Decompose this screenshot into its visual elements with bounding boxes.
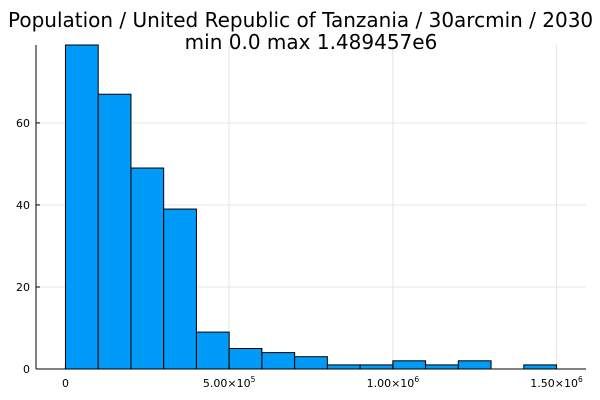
histogram-bar	[392, 360, 427, 370]
chart-title: Population / United Republic of Tanzania…	[8, 8, 593, 32]
x-tick-label: 1.00×106	[367, 375, 420, 390]
y-tick-label: 20	[16, 281, 30, 294]
histogram-bar	[425, 364, 459, 370]
tick-labels: 0 5.00×105 1.00×106 1.50×106 0 20 40 60	[16, 117, 583, 390]
histogram-bar	[163, 208, 197, 370]
x-tick-label: 0	[62, 377, 69, 390]
axes	[35, 45, 586, 370]
histogram-bar	[457, 360, 492, 370]
x-tick-label: 5.00×105	[203, 375, 256, 390]
histogram-bar	[261, 352, 296, 370]
x-tick-label: 1.50×106	[530, 375, 583, 390]
histogram-bars	[64, 44, 558, 370]
histogram-bar	[130, 167, 165, 370]
y-tick-label: 40	[16, 199, 30, 212]
y-tick-label: 0	[23, 363, 30, 376]
y-tick-label: 60	[16, 117, 30, 130]
chart-subtitle: min 0.0 max 1.489457e6	[185, 30, 438, 54]
histogram-bar	[97, 93, 132, 370]
histogram-bar	[523, 364, 558, 370]
histogram-bar	[64, 44, 99, 370]
histogram-bar	[195, 331, 230, 370]
histogram-bar	[228, 347, 263, 370]
histogram-bar	[359, 364, 394, 370]
histogram-bar	[326, 364, 361, 370]
histogram-bar	[294, 356, 328, 370]
